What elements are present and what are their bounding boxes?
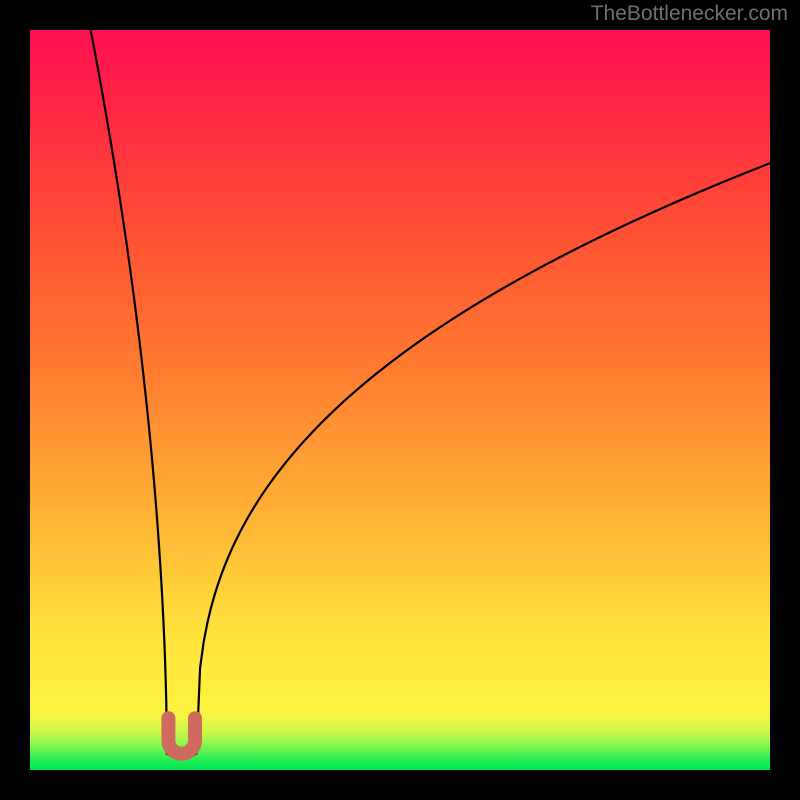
bottleneck-plot — [30, 30, 770, 770]
plot-background — [30, 30, 770, 770]
watermark-text: TheBottlenecker.com — [591, 2, 788, 26]
stage: TheBottlenecker.com — [0, 0, 800, 800]
